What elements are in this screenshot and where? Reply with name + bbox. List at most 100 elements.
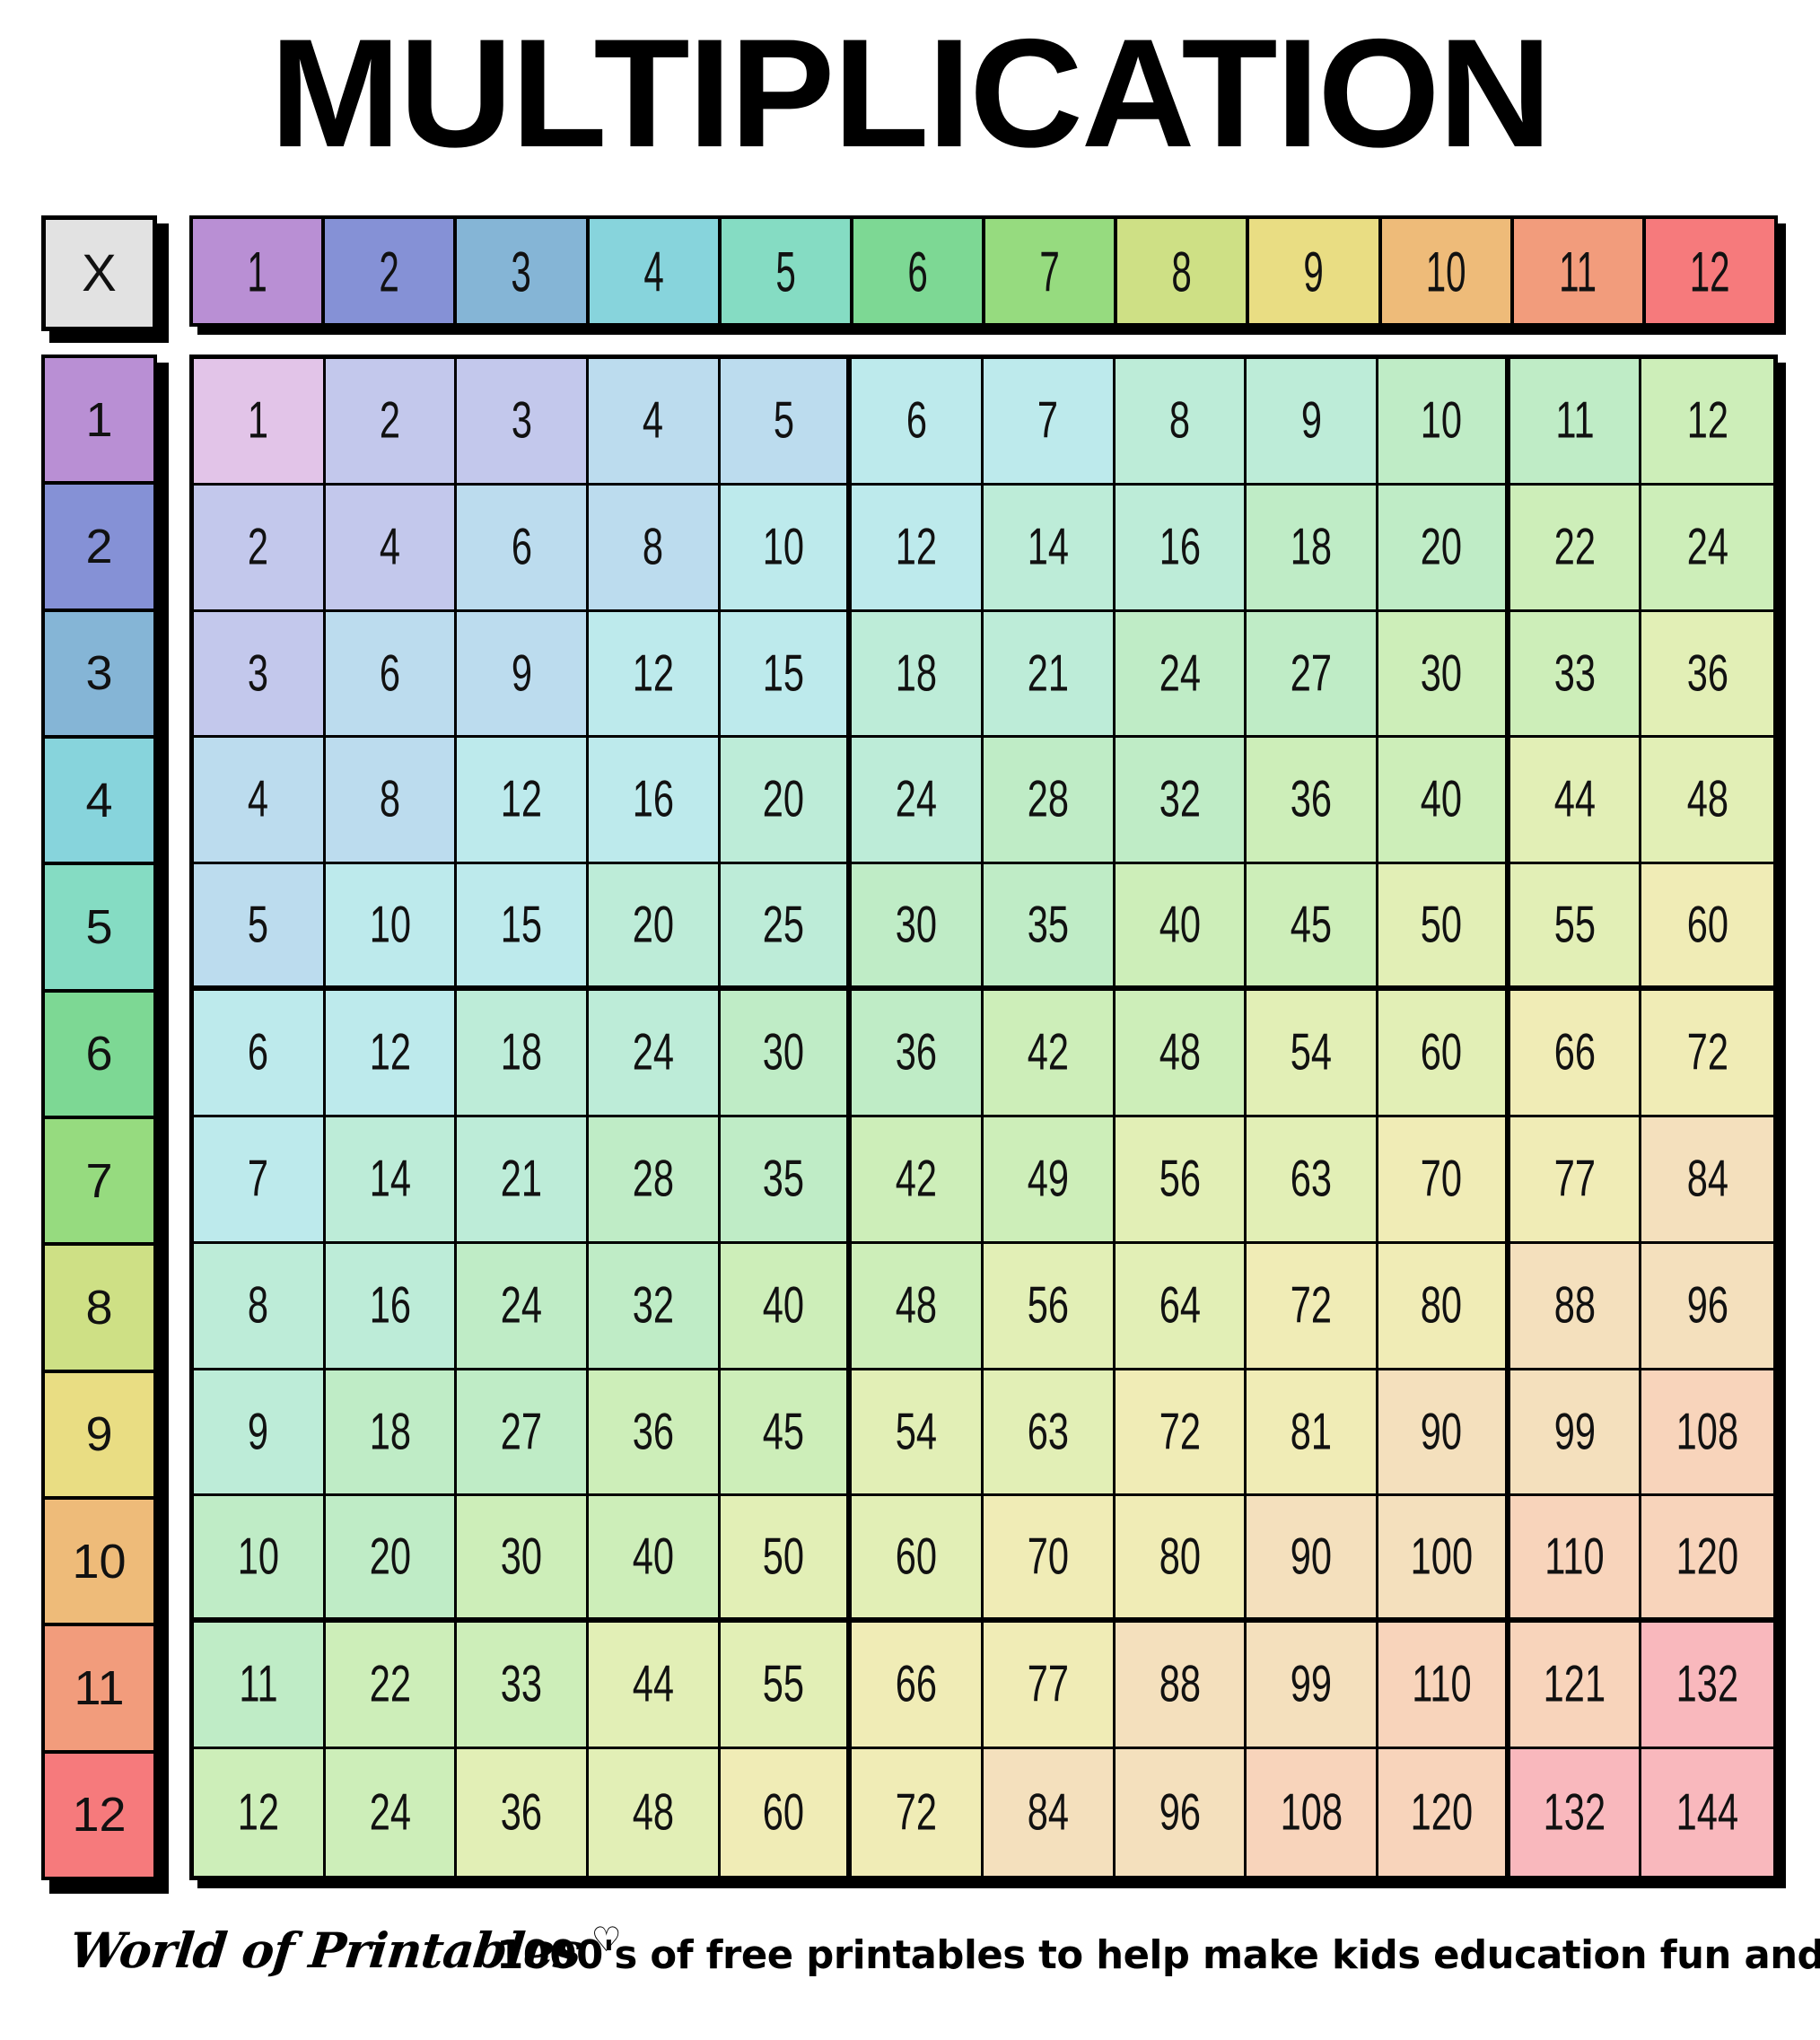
cell-value: 36: [896, 1024, 938, 1081]
row-header-3: 3: [45, 611, 153, 739]
table-cell: 24: [457, 1243, 589, 1370]
table-cell: 25: [720, 864, 853, 992]
table-cell: 33: [1509, 611, 1642, 739]
cell-value: 48: [1686, 771, 1728, 829]
cell-value: 48: [1159, 1024, 1201, 1081]
table-cell: 8: [194, 1243, 326, 1370]
table-cell: 110: [1378, 1623, 1510, 1750]
column-header-12: 12: [1645, 219, 1775, 323]
table-cell: 36: [589, 1370, 721, 1497]
cell-value: 33: [1553, 644, 1596, 703]
cell-value: 70: [1027, 1528, 1069, 1586]
table-cell: 42: [984, 991, 1116, 1117]
cell-value: 2: [379, 392, 401, 450]
cell-value: 90: [1291, 1528, 1333, 1586]
cell-value: 36: [1686, 644, 1728, 703]
table-cell: 27: [1247, 611, 1378, 739]
column-header-label: 4: [643, 239, 664, 303]
table-cell: 12: [457, 738, 589, 865]
cell-value: 81: [1291, 1403, 1333, 1461]
cell-value: 60: [1421, 1024, 1463, 1081]
table-cell: 121: [1509, 1623, 1642, 1750]
table-cell: 20: [325, 1496, 458, 1624]
table-cell: 9: [457, 611, 589, 739]
cell-value: 18: [501, 1024, 543, 1081]
cell-value: 6: [248, 1024, 269, 1081]
row-header-10: 10: [45, 1499, 153, 1627]
table-cell: 64: [1115, 1243, 1247, 1370]
table-cell: 5: [194, 864, 326, 992]
table-cell: 88: [1509, 1243, 1642, 1370]
cell-value: 12: [237, 1783, 279, 1842]
cell-value: 21: [501, 1151, 543, 1208]
table-header-band: X 1 2 3 4 5 6 7 8 9 10 11 12: [41, 215, 1786, 343]
cell-value: 25: [762, 896, 805, 954]
corner-cell-wrapper: X: [41, 215, 169, 343]
table-cell: 36: [852, 991, 984, 1117]
row-header-9: 9: [45, 1372, 153, 1500]
cell-value: 24: [1159, 644, 1201, 703]
cell-value: 18: [1291, 518, 1333, 576]
table-body-band: 1 2 3 4 5 6 7 8 9 10 11 12 1 2 3 4 5 6 7 8 9 10 11 12 2 4 6 8 10 12 1…: [41, 355, 1786, 1894]
table-cell: 20: [720, 738, 853, 865]
table-cell: 60: [1641, 864, 1773, 992]
cell-value: 6: [511, 518, 532, 576]
products-grid: 1 2 3 4 5 6 7 8 9 10 11 12 2 4 6 8 10 12 14 16 18 20 22 24 3 6 9 12…: [189, 355, 1778, 1880]
column-header-2: 2: [325, 219, 458, 323]
table-cell: 8: [1115, 359, 1247, 486]
cell-value: 35: [762, 1151, 805, 1208]
cell-value: 32: [1159, 771, 1201, 829]
table-cell: 96: [1115, 1749, 1247, 1876]
table-cell: 44: [589, 1623, 721, 1750]
table-cell: 100: [1378, 1496, 1510, 1624]
cell-value: 20: [632, 896, 674, 954]
table-cell: 20: [589, 864, 721, 992]
table-cell: 48: [589, 1749, 721, 1876]
table-cell: 132: [1641, 1623, 1773, 1750]
table-cell: 7: [984, 359, 1116, 486]
column-header-3: 3: [457, 219, 590, 323]
table-cell: 66: [852, 1623, 984, 1750]
table-cell: 24: [589, 991, 721, 1117]
table-cell: 55: [720, 1623, 853, 1750]
cell-value: 27: [501, 1403, 543, 1461]
cell-value: 66: [896, 1656, 938, 1714]
cell-value: 42: [896, 1151, 938, 1208]
table-cell: 48: [1115, 991, 1247, 1117]
table-cell: 70: [1378, 1116, 1510, 1244]
table-cell: 70: [984, 1496, 1116, 1624]
table-cell: 12: [194, 1749, 326, 1876]
table-cell: 30: [852, 864, 984, 992]
table-cell: 6: [852, 359, 984, 486]
table-cell: 8: [589, 485, 721, 612]
cell-value: 84: [1027, 1783, 1069, 1842]
table-cell: 16: [589, 738, 721, 865]
cell-value: 44: [632, 1656, 674, 1714]
cell-value: 9: [248, 1403, 269, 1461]
table-cell: 120: [1641, 1496, 1773, 1624]
cell-value: 96: [1686, 1276, 1728, 1335]
table-cell: 9: [1247, 359, 1378, 486]
column-header-label: 5: [775, 239, 796, 303]
row-header-7: 7: [45, 1118, 153, 1247]
table-cell: 12: [325, 991, 458, 1117]
cell-value: 6: [379, 644, 401, 703]
cell-value: 9: [511, 644, 532, 703]
table-cell: 24: [325, 1749, 458, 1876]
table-cell: 60: [1378, 991, 1510, 1117]
column-header-6: 6: [853, 219, 986, 323]
cell-value: 45: [762, 1403, 805, 1461]
cell-value: 40: [1421, 771, 1463, 829]
cell-value: 12: [369, 1024, 411, 1081]
footer: World of Printables ♡ 1000's of free pri…: [0, 1909, 1820, 2008]
cell-value: 21: [1027, 644, 1069, 703]
cell-value: 108: [1676, 1403, 1739, 1461]
table-cell: 72: [1115, 1370, 1247, 1497]
cell-value: 12: [896, 518, 938, 576]
cell-value: 35: [1027, 896, 1069, 954]
cell-value: 16: [1159, 518, 1201, 576]
cell-value: 110: [1412, 1656, 1472, 1714]
column-header-10: 10: [1381, 219, 1514, 323]
table-cell: 50: [1378, 864, 1510, 992]
